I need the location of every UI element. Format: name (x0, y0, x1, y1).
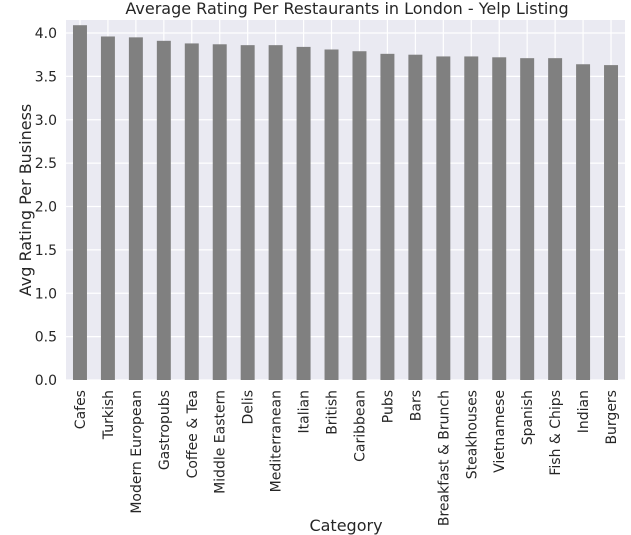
y-tick-label: 2.5 (35, 156, 57, 172)
bar (436, 56, 451, 380)
bar (324, 49, 339, 380)
bar (380, 53, 395, 380)
y-axis-ticks: 0.0 0.5 1.0 1.5 2.0 2.5 3.0 3.5 4.0 (35, 26, 57, 389)
y-tick-label: 0.5 (35, 330, 57, 346)
y-tick-label: 3.5 (35, 69, 57, 85)
x-tick-label: Burgers (604, 390, 620, 445)
y-tick-label: 1.5 (35, 243, 57, 259)
y-tick-label: 2.0 (35, 200, 57, 216)
x-tick-label: Bars (408, 390, 424, 421)
bar (128, 37, 143, 380)
bar (268, 45, 283, 381)
bar (296, 46, 311, 380)
x-tick-label: Modern European (129, 390, 145, 514)
chart-title: Average Rating Per Restaurants in London… (125, 0, 568, 18)
y-tick-label: 3.0 (35, 113, 57, 129)
x-tick-label: Steakhouses (464, 390, 480, 479)
x-tick-label: Indian (576, 390, 592, 433)
x-tick-label: Vietnamese (492, 390, 508, 473)
x-tick-label: Pubs (380, 390, 396, 423)
bar (156, 40, 171, 381)
bar (576, 64, 591, 380)
x-tick-label: Gastropubs (157, 390, 173, 470)
y-tick-label: 4.0 (35, 26, 57, 42)
y-axis-label: Avg Rating Per Business (16, 104, 35, 297)
bars (72, 25, 619, 381)
bar (408, 54, 423, 381)
bar (72, 25, 87, 380)
x-tick-label: Italian (297, 390, 313, 433)
bar (548, 58, 563, 381)
y-tick-label: 1.0 (35, 286, 57, 302)
x-tick-label: Fish & Chips (548, 390, 564, 476)
x-tick-label: Cafes (73, 390, 89, 429)
x-tick-label: Breakfast & Brunch (436, 390, 452, 526)
bar (184, 43, 199, 380)
x-tick-label: Mediterranean (269, 390, 285, 492)
x-axis-label: Category (309, 516, 382, 535)
bar (464, 56, 479, 380)
plot-area (66, 20, 625, 380)
x-tick-label: British (325, 390, 341, 435)
bar (520, 58, 535, 381)
x-tick-label: Caribbean (352, 390, 368, 462)
bar (352, 51, 367, 381)
bar (212, 44, 227, 381)
x-axis-ticks: Cafes Turkish Modern European Gastropubs Cof… (73, 390, 620, 526)
bar (604, 65, 619, 381)
bar (100, 36, 115, 380)
x-tick-label: Spanish (520, 390, 536, 445)
bar (240, 45, 255, 381)
bar (492, 57, 507, 380)
x-tick-label: Middle Eastern (213, 390, 229, 494)
x-tick-label: Turkish (101, 390, 117, 440)
x-tick-label: Delis (241, 390, 257, 424)
y-tick-label: 0.0 (35, 373, 57, 389)
x-tick-label: Coffee & Tea (185, 390, 201, 478)
